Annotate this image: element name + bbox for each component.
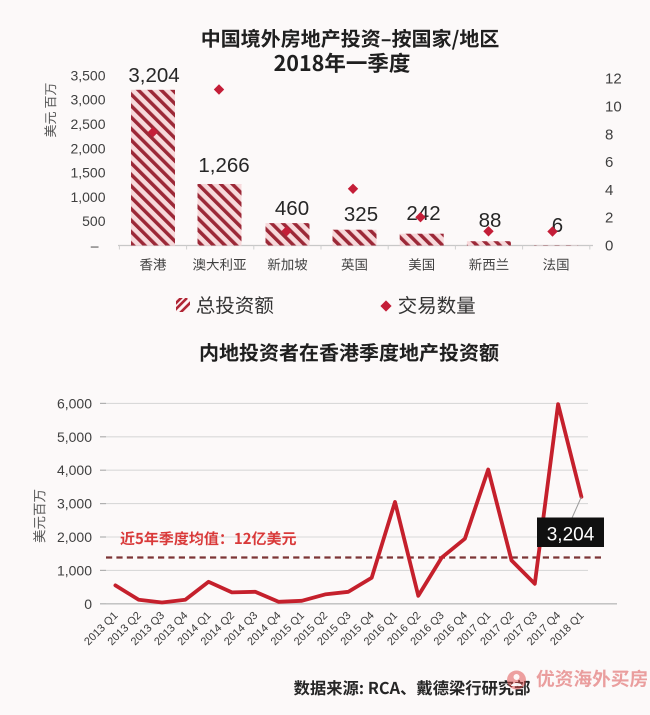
- svg-text:8: 8: [605, 126, 613, 143]
- svg-text:6,000: 6,000: [57, 395, 92, 411]
- svg-text:242: 242: [406, 202, 440, 225]
- svg-text:5,000: 5,000: [57, 429, 92, 445]
- svg-text:3,000: 3,000: [57, 496, 92, 512]
- svg-text:2,000: 2,000: [70, 140, 105, 156]
- svg-text:3,204: 3,204: [547, 525, 595, 546]
- svg-text:4: 4: [605, 182, 613, 199]
- svg-text:6: 6: [605, 154, 613, 171]
- svg-text:3,204: 3,204: [128, 64, 179, 87]
- svg-text:500: 500: [82, 213, 106, 229]
- svg-text:4,000: 4,000: [57, 462, 92, 478]
- svg-text:3,500: 3,500: [70, 67, 105, 83]
- svg-text:460: 460: [275, 197, 309, 220]
- svg-text:12: 12: [605, 71, 622, 88]
- svg-text:1,266: 1,266: [198, 154, 249, 177]
- svg-text:3,000: 3,000: [70, 92, 105, 108]
- svg-text:2,000: 2,000: [57, 529, 92, 545]
- svg-text:2: 2: [605, 210, 613, 227]
- svg-text:10: 10: [605, 99, 622, 116]
- svg-text:2,500: 2,500: [70, 116, 105, 132]
- svg-text:0: 0: [605, 238, 613, 255]
- svg-text:1,000: 1,000: [57, 562, 92, 578]
- svg-text:1,000: 1,000: [70, 189, 105, 205]
- svg-text:1,500: 1,500: [70, 165, 105, 181]
- svg-text:325: 325: [344, 203, 378, 226]
- svg-text:–: –: [91, 238, 99, 254]
- svg-text:0: 0: [84, 596, 92, 612]
